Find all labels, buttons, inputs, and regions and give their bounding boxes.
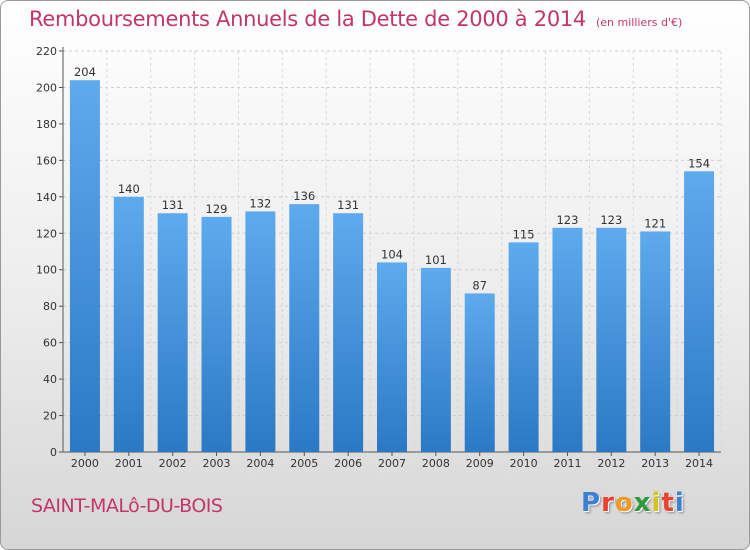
y-tick-label: 20 [43, 410, 57, 423]
x-tick-label: 2009 [466, 457, 494, 470]
y-tick-label: 100 [36, 264, 57, 277]
data-label: 131 [162, 198, 184, 212]
bar [377, 262, 407, 452]
data-label: 131 [337, 198, 359, 212]
x-tick-label: 2005 [290, 457, 318, 470]
data-label: 129 [206, 202, 228, 216]
data-label: 123 [600, 213, 622, 227]
x-tick-label: 2013 [641, 457, 669, 470]
data-label: 87 [472, 278, 487, 292]
data-label: 101 [425, 253, 447, 267]
data-label: 154 [688, 156, 710, 170]
data-label: 123 [556, 213, 578, 227]
data-label: 104 [381, 247, 403, 261]
y-tick-label: 120 [36, 227, 57, 240]
x-tick-label: 2003 [203, 457, 231, 470]
y-tick-label: 0 [50, 446, 57, 459]
y-tick-label: 200 [36, 81, 57, 94]
bar [420, 267, 451, 452]
bar [333, 213, 364, 452]
y-tick-label: 80 [43, 300, 57, 313]
data-label: 140 [118, 182, 140, 196]
x-tick-label: 2000 [71, 457, 99, 470]
bar [684, 171, 715, 453]
y-tick-label: 40 [43, 373, 57, 386]
bar [201, 216, 232, 452]
x-tick-label: 2006 [334, 457, 362, 470]
bar [508, 242, 539, 452]
chart-unit: (en milliers d'€) [596, 16, 683, 29]
data-label: 121 [644, 216, 666, 230]
x-tick-label: 2010 [510, 457, 538, 470]
x-tick-label: 2011 [553, 457, 581, 470]
data-label: 132 [249, 196, 271, 210]
bar [69, 80, 100, 452]
labels: 0 20 40 60 80 100 120 140 160 180 200 220 204 2000 140… [36, 45, 713, 470]
data-label: 136 [293, 189, 315, 203]
data-label: 204 [74, 65, 96, 79]
y-tick-label: 180 [36, 118, 57, 131]
proxiti-logo: Proxiti [581, 488, 685, 518]
bar [552, 227, 583, 452]
bar [289, 204, 320, 452]
x-tick-label: 2007 [378, 457, 406, 470]
x-tick-label: 2002 [159, 457, 187, 470]
y-tick-label: 220 [36, 45, 57, 58]
y-tick-label: 140 [36, 191, 57, 204]
x-tick-label: 2014 [685, 457, 713, 470]
bar [245, 211, 276, 452]
data-label: 115 [513, 227, 535, 241]
chart-title: Remboursements Annuels de la Dette de 20… [29, 7, 682, 31]
bar [113, 196, 144, 452]
bar [464, 293, 495, 452]
x-tick-label: 2001 [115, 457, 143, 470]
y-tick-label: 60 [43, 337, 57, 350]
bar [640, 231, 671, 452]
bar [596, 227, 627, 452]
x-tick-label: 2008 [422, 457, 450, 470]
bar [157, 213, 188, 452]
x-tick-label: 2004 [246, 457, 274, 470]
x-tick-label: 2012 [597, 457, 625, 470]
bars [69, 80, 715, 453]
chart-title-text: Remboursements Annuels de la Dette de 20… [29, 7, 586, 31]
commune-name: SAINT-MALô-DU-BOIS [31, 495, 223, 517]
y-tick-label: 160 [36, 154, 57, 167]
